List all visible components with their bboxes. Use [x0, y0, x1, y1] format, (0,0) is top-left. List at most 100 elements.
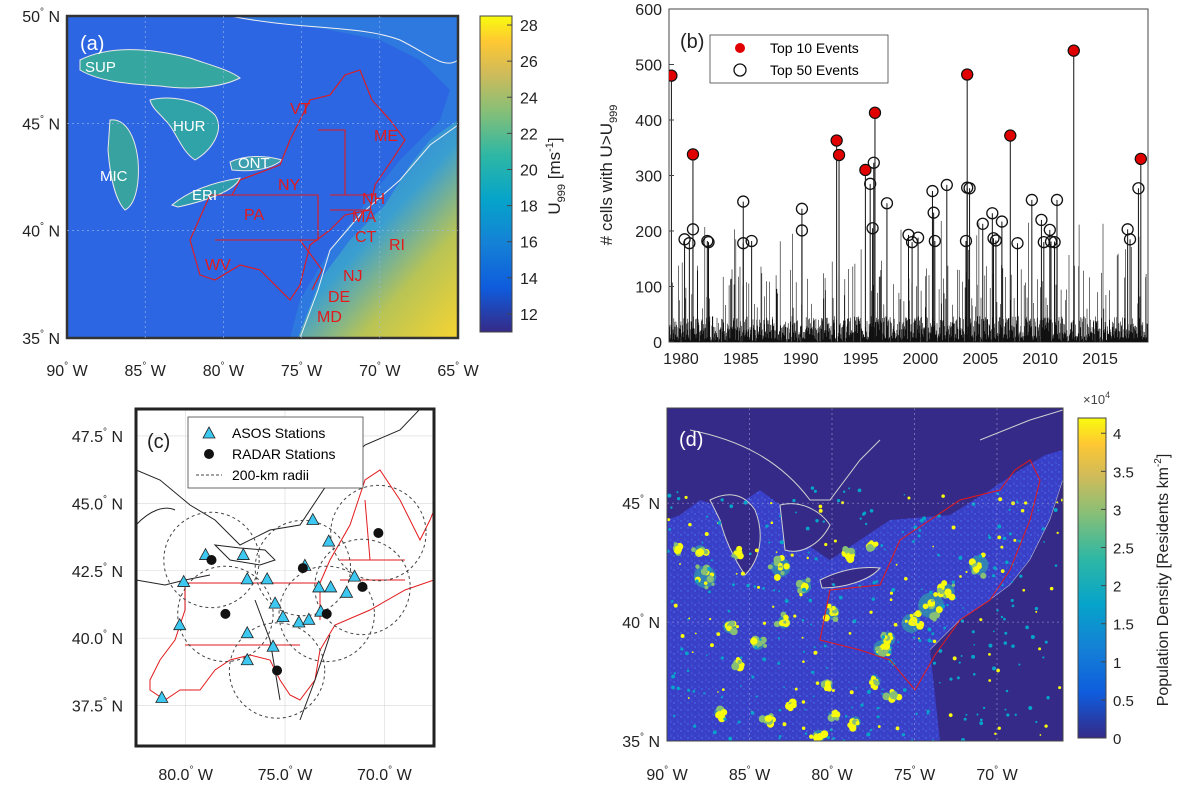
panel-d-speck: [770, 502, 773, 505]
panel-d-speck: [941, 494, 945, 498]
panel-d-city-dot: [805, 577, 811, 583]
panel-d-speck: [912, 540, 915, 543]
panel-a-state-label: NH: [362, 191, 385, 208]
panel-c-radius-circle: [278, 565, 375, 663]
panel-d-speck: [867, 689, 871, 694]
panel-d-speck: [1041, 527, 1045, 531]
panel-b-top50-point: [1043, 223, 1056, 237]
panel-d-speck: [778, 708, 782, 712]
panel-d-speck: [849, 690, 854, 695]
panel-d-speck: [917, 534, 921, 538]
panel-d-city-dot: [720, 709, 728, 716]
panel-d-speck: [978, 554, 983, 558]
panel-b-y-ticks: 0 100 200 300 400 500 600: [635, 2, 674, 352]
panel-a-state-label: PA: [244, 207, 264, 224]
panel-d-speck: [779, 567, 782, 570]
panel-d-city-dot: [944, 588, 952, 596]
panel-d-speck: [668, 527, 672, 531]
panel-d-city-dot: [780, 571, 785, 576]
panel-d-speck: [673, 672, 677, 675]
panel-b-top50-point: [1050, 193, 1064, 207]
panel-c-inner-borders: [185, 499, 405, 646]
panel-d-speck: [795, 511, 797, 514]
panel-d-speck: [802, 660, 805, 664]
panel-b-x-tick-label: 2010: [1022, 351, 1058, 368]
panel-c-legend-box: [187, 416, 364, 489]
panel-d-speck: [870, 728, 873, 732]
panel-d-speck: [818, 504, 823, 509]
panel-d-speck: [904, 576, 908, 581]
panel-c-x-tick-label: 75.0° W: [258, 765, 314, 784]
panel-d-speck: [792, 498, 796, 503]
panel-c-asos-point: [173, 617, 187, 631]
panel-d-city-dot: [778, 620, 784, 626]
panel-d-speck: [779, 540, 784, 545]
panel-d-speck: [755, 695, 758, 698]
panel-d-colorbar-tick-label: 1: [1113, 655, 1121, 672]
panel-d-speck: [717, 521, 722, 525]
panel-d-speck: [1003, 617, 1006, 621]
panel-d-city-dot: [866, 544, 874, 552]
panel-d-speck: [826, 735, 830, 739]
panel-d-speck: [783, 686, 786, 689]
panel-d-speck: [815, 681, 820, 685]
panel-d-speck: [743, 500, 748, 505]
panel-d-speck: [1034, 606, 1039, 611]
panel-d-speck: [1019, 574, 1023, 578]
panel-d-y-tick-label: 40° N: [622, 613, 660, 632]
panel-c-asos-point: [177, 574, 191, 587]
panel-d-speck: [703, 581, 708, 585]
panel-d-speck: [895, 726, 900, 731]
panel-b-top50-point: [701, 234, 714, 248]
panel-d-lake-huron: [779, 503, 831, 552]
panel-d-x-tick-label: 85° W: [729, 765, 771, 784]
panel-a-colorbar-tick-label: 18: [520, 199, 538, 216]
panel-d-speck: [707, 566, 712, 571]
panel-d-speck: [932, 639, 937, 644]
panel-b-top50-point: [927, 206, 940, 219]
panel-d-speck: [998, 497, 1003, 502]
panel-d-speck: [997, 535, 1002, 540]
panel-d-speck: [851, 706, 853, 709]
panel-c-asos-point: [260, 572, 274, 585]
panel-d-speck: [838, 595, 843, 600]
panel-b-top10-point: [1067, 44, 1080, 57]
panel-c-y-tick-label: 37.5° N: [72, 697, 123, 716]
panel-d-speck: [973, 644, 976, 646]
panel-c-asos-point: [268, 596, 282, 609]
panel-c-asos-point: [306, 512, 320, 525]
panel-a-colorbar-label: U999 [ms-1]: [544, 137, 568, 214]
panel-d-speck: [775, 551, 778, 553]
panel-c-y-tick-label: 42.5° N: [72, 562, 123, 581]
panel-a-state-borders: [189, 69, 406, 301]
panel-d-city-dot: [831, 710, 835, 714]
panel-d-speck: [684, 495, 688, 499]
panel-d-speck: [971, 630, 975, 634]
panel-d-speck: [992, 630, 995, 633]
panel-a-y-tick-label: 40° N: [22, 222, 60, 241]
panel-c-asos-point: [240, 625, 254, 639]
panel-d-speck: [1039, 734, 1042, 736]
panel-d-speck: [1053, 508, 1058, 512]
panel-c-asos-point: [240, 652, 254, 666]
panel-d-speck: [965, 713, 968, 716]
panel-d-speck: [1046, 696, 1050, 700]
panel-b-top10-point: [868, 106, 881, 119]
panel-d-city-blobs: [667, 486, 1063, 741]
panel-d-speck: [959, 575, 962, 578]
panel-c-radius-circle: [228, 622, 326, 719]
panel-b: 1980 1985 1990 1995 2000 2005 2010 2015 0 100 200…: [597, 2, 1149, 368]
panel-d-speck: [673, 714, 676, 717]
panel-d-city-dot: [874, 680, 880, 686]
panel-c: 80.0° W 75.0° W 70.0° W 37.5° N 40.0° N 42.5…: [72, 407, 436, 784]
panel-d-city-dot: [868, 680, 874, 686]
panel-d-speck: [831, 688, 835, 692]
panel-a-map: [67, 16, 458, 338]
panel-d-speck: [815, 519, 819, 523]
panel-a-frame: [65, 14, 460, 340]
panel-d-speck: [963, 717, 967, 721]
panel-d-city-dot: [933, 592, 939, 597]
panel-c-state-borders: [149, 469, 434, 701]
panel-d-speck: [855, 686, 857, 689]
panel-a-state-label: VT: [290, 101, 311, 118]
